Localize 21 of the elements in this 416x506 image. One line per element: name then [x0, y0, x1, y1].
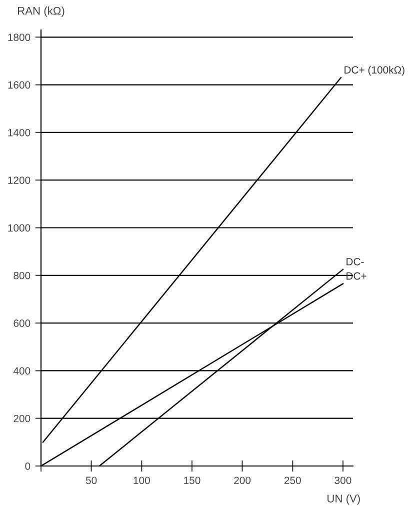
series-label: DC-	[346, 258, 364, 266]
y-tick-label: 1000	[8, 224, 30, 232]
series-label: DC+	[346, 272, 366, 280]
y-tick-label: 1400	[8, 128, 30, 136]
y-tick-label: 600	[14, 320, 30, 327]
y-tick-label: 800	[14, 272, 30, 280]
x-tick-label: 100	[134, 476, 150, 484]
x-tick-label: 50	[86, 476, 97, 484]
x-axis-title: UN (V)	[328, 494, 360, 505]
y-tick-label: 1600	[8, 81, 30, 89]
y-tick-label: 1800	[8, 34, 30, 42]
y-axis-title: RAN (kΩ)	[18, 6, 64, 17]
x-tick-label: 300	[334, 476, 352, 484]
y-tick-label: 1200	[8, 176, 30, 184]
x-tick-label: 150	[184, 476, 200, 484]
y-tick-label: 200	[14, 414, 30, 422]
y-tick-label: 0	[25, 462, 30, 470]
y-tick-label: 400	[13, 367, 30, 375]
x-tick-label: 200	[234, 476, 251, 484]
x-tick-label: 250	[284, 476, 301, 484]
series-label: DC+ (100kΩ)	[344, 66, 404, 76]
